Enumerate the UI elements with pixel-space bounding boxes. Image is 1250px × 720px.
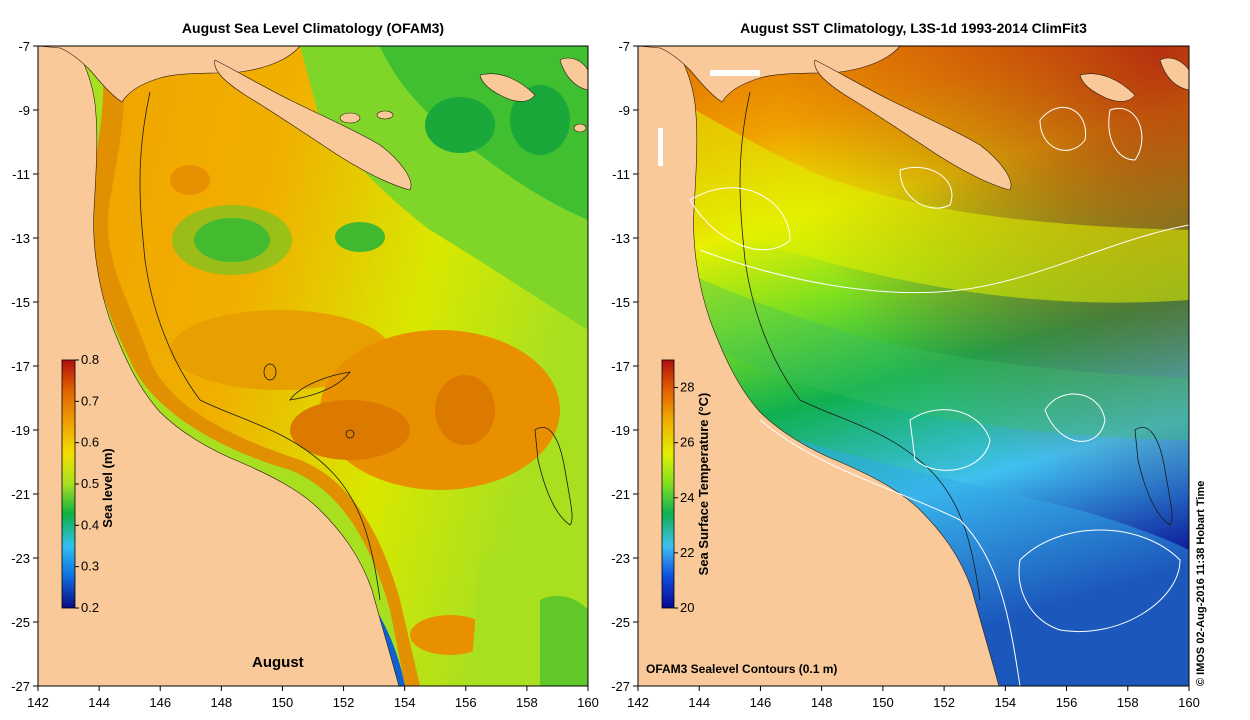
left-y-axis-ticks: -7 -9 -11 -13 -15 -17 -19 -21 -23 -25 -27 [11, 39, 38, 694]
colorbar-tick-label: 26 [680, 435, 694, 450]
y-tick-label: -27 [11, 679, 30, 694]
x-tick-label: 152 [933, 695, 955, 710]
y-tick-label: -13 [611, 231, 630, 246]
colorbar-tick-label: 0.7 [81, 393, 99, 408]
y-tick-label: -25 [11, 615, 30, 630]
x-tick-label: 158 [1117, 695, 1139, 710]
y-tick-label: -27 [611, 679, 630, 694]
sst-colorbar-ticks: 28 26 24 22 20 [674, 380, 694, 615]
sea-level-colorbar-label: Sea level (m) [100, 448, 115, 528]
colorbar-tick-label: 0.4 [81, 517, 99, 532]
x-tick-label: 148 [811, 695, 833, 710]
month-label: August [252, 654, 304, 671]
y-tick-label: -9 [18, 103, 30, 118]
left-x-axis-ticks: 142 144 146 148 150 152 154 156 158 160 [27, 686, 599, 710]
x-tick-label: 146 [149, 695, 171, 710]
y-tick-label: -25 [611, 615, 630, 630]
sea-level-map [38, 46, 588, 686]
y-tick-label: -23 [611, 551, 630, 566]
x-tick-label: 154 [394, 695, 416, 710]
x-tick-label: 160 [1178, 695, 1200, 710]
right-y-axis-ticks: -7 -9 -11 -13 -15 -17 -19 -21 -23 -25 -27 [611, 39, 638, 694]
x-tick-label: 144 [688, 695, 710, 710]
sst-colorbar-label: Sea Surface Temperature (°C) [696, 393, 711, 576]
x-tick-label: 142 [27, 695, 49, 710]
sea-level-colorbar-ticks: 0.8 0.7 0.6 0.5 0.4 0.3 0.2 [75, 352, 99, 615]
colorbar-tick-label: 0.3 [81, 559, 99, 574]
sst-map [638, 46, 1189, 686]
y-tick-label: -11 [612, 167, 630, 182]
x-tick-label: 144 [88, 695, 110, 710]
x-tick-label: 150 [872, 695, 894, 710]
right-panel-title: August SST Climatology, L3S-1d 1993-2014… [740, 20, 1087, 36]
y-tick-label: -17 [11, 359, 30, 374]
colorbar-tick-label: 22 [680, 545, 694, 560]
contours-label: OFAM3 Sealevel Contours (0.1 m) [646, 662, 838, 676]
x-tick-label: 156 [1056, 695, 1078, 710]
colorbar-tick-label: 28 [680, 380, 694, 395]
x-tick-label: 146 [750, 695, 772, 710]
credit-label: © IMOS 02-Aug-2016 11:38 Hobart Time [1195, 480, 1207, 686]
y-tick-label: -15 [611, 295, 630, 310]
x-tick-label: 152 [333, 695, 355, 710]
colorbar-tick-label: 0.2 [81, 600, 99, 615]
y-tick-label: -21 [611, 487, 630, 502]
x-tick-label: 150 [272, 695, 294, 710]
y-tick-label: -7 [18, 39, 30, 54]
y-tick-label: -21 [11, 487, 30, 502]
y-tick-label: -19 [611, 423, 630, 438]
y-tick-label: -17 [611, 359, 630, 374]
y-tick-label: -7 [618, 39, 630, 54]
colorbar-tick-label: 0.5 [81, 476, 99, 491]
sea-level-colorbar [61, 359, 76, 609]
y-tick-label: -13 [11, 231, 30, 246]
x-tick-label: 158 [516, 695, 538, 710]
x-tick-label: 148 [210, 695, 232, 710]
colorbar-tick-label: 0.6 [81, 435, 99, 450]
y-tick-label: -15 [11, 295, 30, 310]
left-panel-title: August Sea Level Climatology (OFAM3) [181, 20, 445, 36]
x-tick-label: 154 [994, 695, 1016, 710]
colorbar-tick-label: 0.8 [81, 352, 99, 367]
y-tick-label: -23 [11, 551, 30, 566]
colorbar-tick-label: 24 [680, 490, 694, 505]
colorbar-tick-label: 20 [680, 600, 694, 615]
x-tick-label: 142 [627, 695, 649, 710]
y-tick-label: -11 [12, 167, 30, 182]
x-tick-label: 160 [577, 695, 599, 710]
x-tick-label: 156 [455, 695, 477, 710]
y-tick-label: -9 [618, 103, 630, 118]
right-x-axis-ticks: 142 144 146 148 150 152 154 156 158 160 [627, 686, 1200, 710]
sst-colorbar [661, 359, 675, 609]
y-tick-label: -19 [11, 423, 30, 438]
